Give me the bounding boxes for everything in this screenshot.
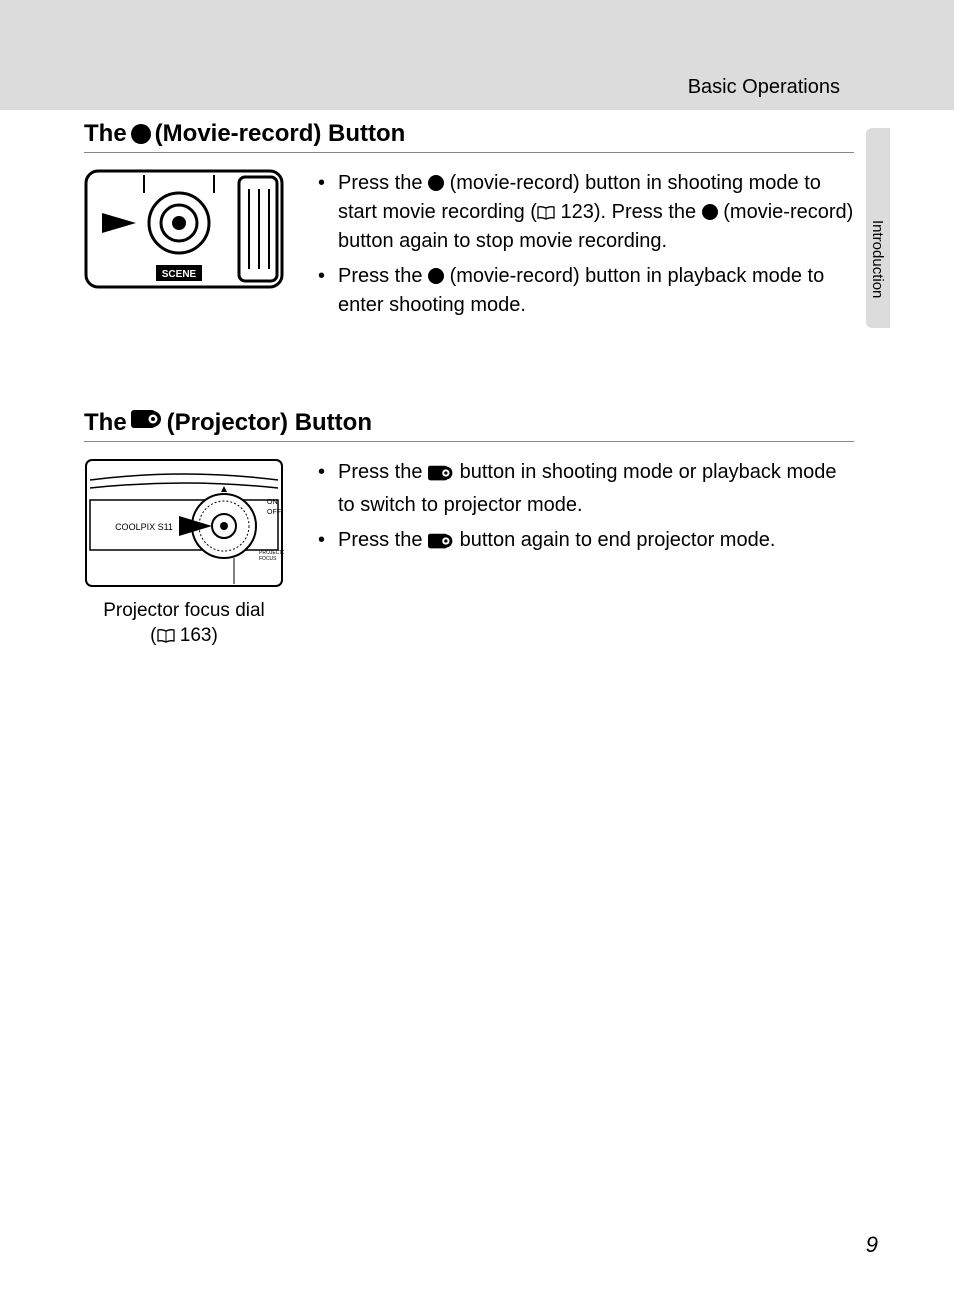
focus-label: FOCUS	[259, 556, 277, 562]
section2-bullets: Press the button in shooting mode or pla…	[316, 458, 854, 565]
heading-pre: The	[84, 120, 127, 148]
header-title: Basic Operations	[688, 76, 840, 99]
book-icon	[157, 629, 175, 643]
off-label: OFF	[267, 509, 281, 516]
page-number: 9	[866, 1232, 878, 1258]
caption-line1: Projector focus dial	[84, 599, 284, 624]
section1-row: SCENE Press the (movie-record) button in…	[84, 169, 854, 326]
brand-label: COOLPIX S11	[115, 522, 173, 532]
bullet-item: Press the button in shooting mode or pla…	[316, 458, 854, 520]
bullet-item: Press the (movie-record) button in shoot…	[316, 169, 854, 256]
section2: The (Projector) Button COOLPIX S11	[84, 408, 854, 648]
section1-diagram: SCENE	[84, 169, 284, 294]
heading-post: (Projector) Button	[167, 409, 372, 437]
page-content: The (Movie-record) Button SCENE Press	[84, 120, 854, 648]
record-icon	[702, 204, 718, 220]
caption-line2: ( 163)	[84, 624, 284, 649]
heading-post: (Movie-record) Button	[155, 120, 406, 148]
side-tab-label: Introduction	[869, 220, 886, 298]
on-label: ON	[267, 499, 278, 506]
section2-diagram: COOLPIX S11 ON OFF PROJECTOR FOCUS Proje…	[84, 458, 284, 648]
bullet-item: Press the button again to end projector …	[316, 526, 854, 559]
heading-pre: The	[84, 409, 127, 437]
projector-icon	[428, 462, 454, 491]
section2-heading: The (Projector) Button	[84, 408, 854, 442]
projector-icon	[428, 530, 454, 559]
section1-heading: The (Movie-record) Button	[84, 120, 854, 153]
section1-bullets: Press the (movie-record) button in shoot…	[316, 169, 854, 326]
record-icon	[428, 175, 444, 191]
projector-icon	[131, 408, 163, 437]
section2-row: COOLPIX S11 ON OFF PROJECTOR FOCUS Proje…	[84, 458, 854, 648]
book-icon	[537, 206, 555, 220]
record-icon	[428, 268, 444, 284]
scene-label: SCENE	[162, 269, 197, 280]
diagram-caption: Projector focus dial ( 163)	[84, 599, 284, 648]
bullet-item: Press the (movie-record) button in playb…	[316, 262, 854, 320]
record-icon	[131, 124, 151, 144]
